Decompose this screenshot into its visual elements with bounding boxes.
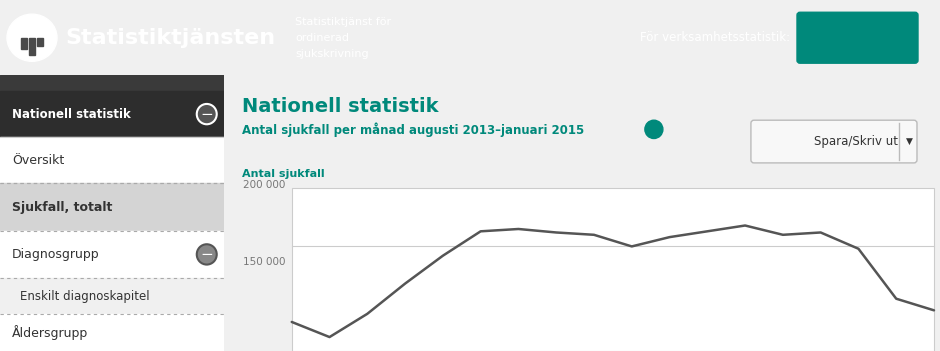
Text: sjukskrivning: sjukskrivning bbox=[295, 49, 368, 59]
Text: Översikt: Översikt bbox=[12, 154, 64, 167]
Bar bbox=[291, 188, 934, 351]
Text: Enskilt diagnoskapitel: Enskilt diagnoskapitel bbox=[20, 290, 149, 303]
Bar bbox=[0, 91, 224, 138]
Text: ordinerad: ordinerad bbox=[295, 33, 349, 43]
FancyBboxPatch shape bbox=[797, 12, 918, 63]
Text: Nationell statistik: Nationell statistik bbox=[12, 108, 131, 121]
Bar bbox=[21, 38, 27, 49]
Text: −: − bbox=[200, 107, 213, 121]
Text: Statistiktjänsten: Statistiktjänsten bbox=[65, 28, 275, 48]
Text: Diagnosgrupp: Diagnosgrupp bbox=[12, 248, 100, 261]
Text: 150 000: 150 000 bbox=[243, 257, 286, 266]
Text: ▼: ▼ bbox=[905, 137, 913, 146]
Circle shape bbox=[645, 120, 663, 139]
Text: Statistiktjänst för: Statistiktjänst för bbox=[295, 17, 391, 27]
Text: Antal sjukfall per månad augusti 2013–januari 2015: Antal sjukfall per månad augusti 2013–ja… bbox=[242, 122, 584, 137]
Bar bbox=[0, 75, 224, 91]
FancyBboxPatch shape bbox=[751, 120, 917, 163]
Text: Åldersgrupp: Åldersgrupp bbox=[12, 325, 88, 340]
Circle shape bbox=[7, 14, 57, 61]
Bar bbox=[0, 183, 224, 231]
Text: 200 000: 200 000 bbox=[243, 180, 286, 190]
Text: Logga in: Logga in bbox=[823, 31, 890, 45]
Text: Sjukfall, totalt: Sjukfall, totalt bbox=[12, 201, 113, 214]
Text: För verksamhetsstatistik:: För verksamhetsstatistik: bbox=[640, 31, 791, 44]
Text: −: − bbox=[200, 247, 213, 262]
Text: Antal sjukfall: Antal sjukfall bbox=[242, 169, 324, 179]
Bar bbox=[0, 138, 224, 183]
Bar bbox=[29, 38, 35, 55]
Text: Spara/Skriv ut: Spara/Skriv ut bbox=[814, 135, 898, 148]
Text: ?: ? bbox=[650, 124, 657, 134]
Bar bbox=[0, 231, 224, 278]
Bar bbox=[0, 314, 224, 351]
Bar bbox=[0, 278, 224, 314]
Text: Nationell statistik: Nationell statistik bbox=[242, 98, 438, 117]
Bar bbox=[37, 38, 43, 46]
Circle shape bbox=[196, 244, 217, 265]
Circle shape bbox=[196, 104, 217, 124]
